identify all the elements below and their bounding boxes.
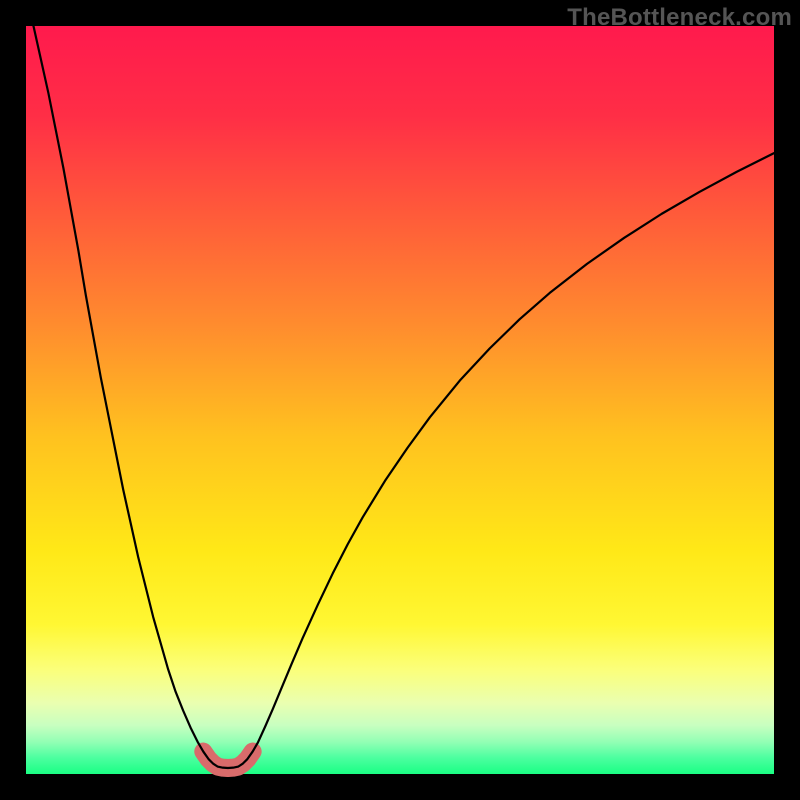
bottleneck-curve-chart bbox=[0, 0, 800, 800]
chart-container: TheBottleneck.com bbox=[0, 0, 800, 800]
plot-background bbox=[26, 26, 774, 774]
watermark-text: TheBottleneck.com bbox=[567, 4, 792, 32]
